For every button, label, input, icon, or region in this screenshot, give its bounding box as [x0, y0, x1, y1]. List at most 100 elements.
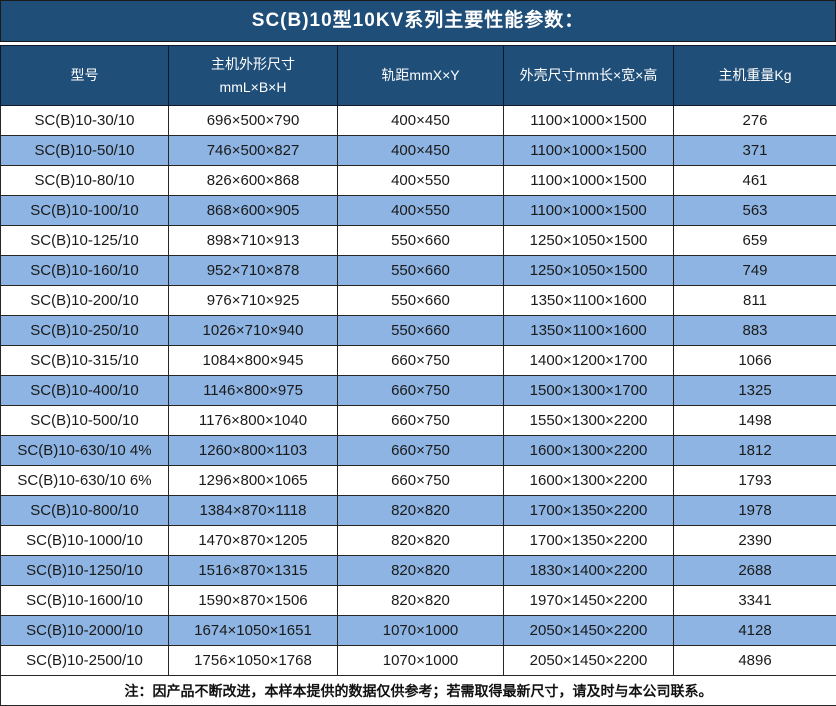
footnote-row: 注：因产品不断改进，本样本提供的数据仅供参考；若需取得最新尺寸，请及时与本公司联… — [1, 676, 836, 706]
table-cell: SC(B)10-30/10 — [1, 106, 169, 136]
table-cell: SC(B)10-315/10 — [1, 346, 169, 376]
table-cell: 2050×1450×2200 — [504, 646, 674, 676]
table-cell: 746×500×827 — [169, 136, 338, 166]
table-cell: SC(B)10-160/10 — [1, 256, 169, 286]
table-cell: 1066 — [674, 346, 836, 376]
table-cell: 1100×1000×1500 — [504, 106, 674, 136]
table-cell: 696×500×790 — [169, 106, 338, 136]
table-cell: 550×660 — [338, 316, 504, 346]
table-cell: 749 — [674, 256, 836, 286]
column-header-rail-gauge: 轨距mmX×Y — [338, 46, 504, 106]
table-cell: 1700×1350×2200 — [504, 496, 674, 526]
table-cell: 1084×800×945 — [169, 346, 338, 376]
table-cell: 1100×1000×1500 — [504, 196, 674, 226]
table-cell: 400×550 — [338, 196, 504, 226]
table-cell: 820×820 — [338, 586, 504, 616]
table-cell: SC(B)10-500/10 — [1, 406, 169, 436]
table-cell: 2688 — [674, 556, 836, 586]
footnote: 注：因产品不断改进，本样本提供的数据仅供参考；若需取得最新尺寸，请及时与本公司联… — [1, 676, 836, 706]
table-cell: SC(B)10-50/10 — [1, 136, 169, 166]
table-cell: SC(B)10-100/10 — [1, 196, 169, 226]
table-cell: 976×710×925 — [169, 286, 338, 316]
table-cell: 1070×1000 — [338, 616, 504, 646]
table-cell: SC(B)10-1000/10 — [1, 526, 169, 556]
table-cell: SC(B)10-2500/10 — [1, 646, 169, 676]
page-title: SC(B)10型10KV系列主要性能参数： — [0, 0, 836, 42]
table-cell: 276 — [674, 106, 836, 136]
table-cell: SC(B)10-630/10 4% — [1, 436, 169, 466]
table-cell: 811 — [674, 286, 836, 316]
table-cell: 1793 — [674, 466, 836, 496]
table-cell: 659 — [674, 226, 836, 256]
table-cell: 3341 — [674, 586, 836, 616]
table-cell: 898×710×913 — [169, 226, 338, 256]
table-cell: 1250×1050×1500 — [504, 256, 674, 286]
table-cell: 1970×1450×2200 — [504, 586, 674, 616]
table-cell: 1600×1300×2200 — [504, 466, 674, 496]
table-cell: 1516×870×1315 — [169, 556, 338, 586]
table-cell: 1070×1000 — [338, 646, 504, 676]
table-cell: 820×820 — [338, 496, 504, 526]
spec-table: 型号 主机外形尺寸 mmL×B×H 轨距mmX×Y 外壳尺寸mm长×宽×高 主机… — [0, 45, 836, 706]
table-cell: 660×750 — [338, 406, 504, 436]
table-cell: 1325 — [674, 376, 836, 406]
table-cell: 1550×1300×2200 — [504, 406, 674, 436]
table-cell: 820×820 — [338, 556, 504, 586]
table-cell: 1498 — [674, 406, 836, 436]
table-cell: 461 — [674, 166, 836, 196]
table-cell: SC(B)10-1600/10 — [1, 586, 169, 616]
table-cell: 1026×710×940 — [169, 316, 338, 346]
table-cell: 1500×1300×1700 — [504, 376, 674, 406]
table-cell: 550×660 — [338, 226, 504, 256]
table-cell: 550×660 — [338, 286, 504, 316]
table-cell: 400×450 — [338, 106, 504, 136]
table-cell: 820×820 — [338, 526, 504, 556]
table-cell: SC(B)10-200/10 — [1, 286, 169, 316]
header-row: 型号 主机外形尺寸 mmL×B×H 轨距mmX×Y 外壳尺寸mm长×宽×高 主机… — [1, 46, 836, 106]
table-cell: 1756×1050×1768 — [169, 646, 338, 676]
column-header-shell-dimensions: 外壳尺寸mm长×宽×高 — [504, 46, 674, 106]
table-cell: 883 — [674, 316, 836, 346]
table-cell: 1100×1000×1500 — [504, 166, 674, 196]
table-cell: SC(B)10-400/10 — [1, 376, 169, 406]
table-cell: 1400×1200×1700 — [504, 346, 674, 376]
table-cell: 868×600×905 — [169, 196, 338, 226]
table-cell: 1100×1000×1500 — [504, 136, 674, 166]
table-cell: 550×660 — [338, 256, 504, 286]
table-cell: 1590×870×1506 — [169, 586, 338, 616]
table-cell: 660×750 — [338, 466, 504, 496]
column-header-model: 型号 — [1, 46, 169, 106]
table-cell: 1350×1100×1600 — [504, 316, 674, 346]
table-cell: 4128 — [674, 616, 836, 646]
table-cell: 1350×1100×1600 — [504, 286, 674, 316]
table-cell: 400×450 — [338, 136, 504, 166]
column-header-weight: 主机重量Kg — [674, 46, 836, 106]
table-cell: 1674×1050×1651 — [169, 616, 338, 646]
table-cell: 1470×870×1205 — [169, 526, 338, 556]
table-cell: 1176×800×1040 — [169, 406, 338, 436]
table-cell: 660×750 — [338, 436, 504, 466]
table-cell: 1600×1300×2200 — [504, 436, 674, 466]
table-cell: 4896 — [674, 646, 836, 676]
table-cell: 1812 — [674, 436, 836, 466]
table-cell: 1146×800×975 — [169, 376, 338, 406]
table-cell: 1260×800×1103 — [169, 436, 338, 466]
table-cell: SC(B)10-1250/10 — [1, 556, 169, 586]
